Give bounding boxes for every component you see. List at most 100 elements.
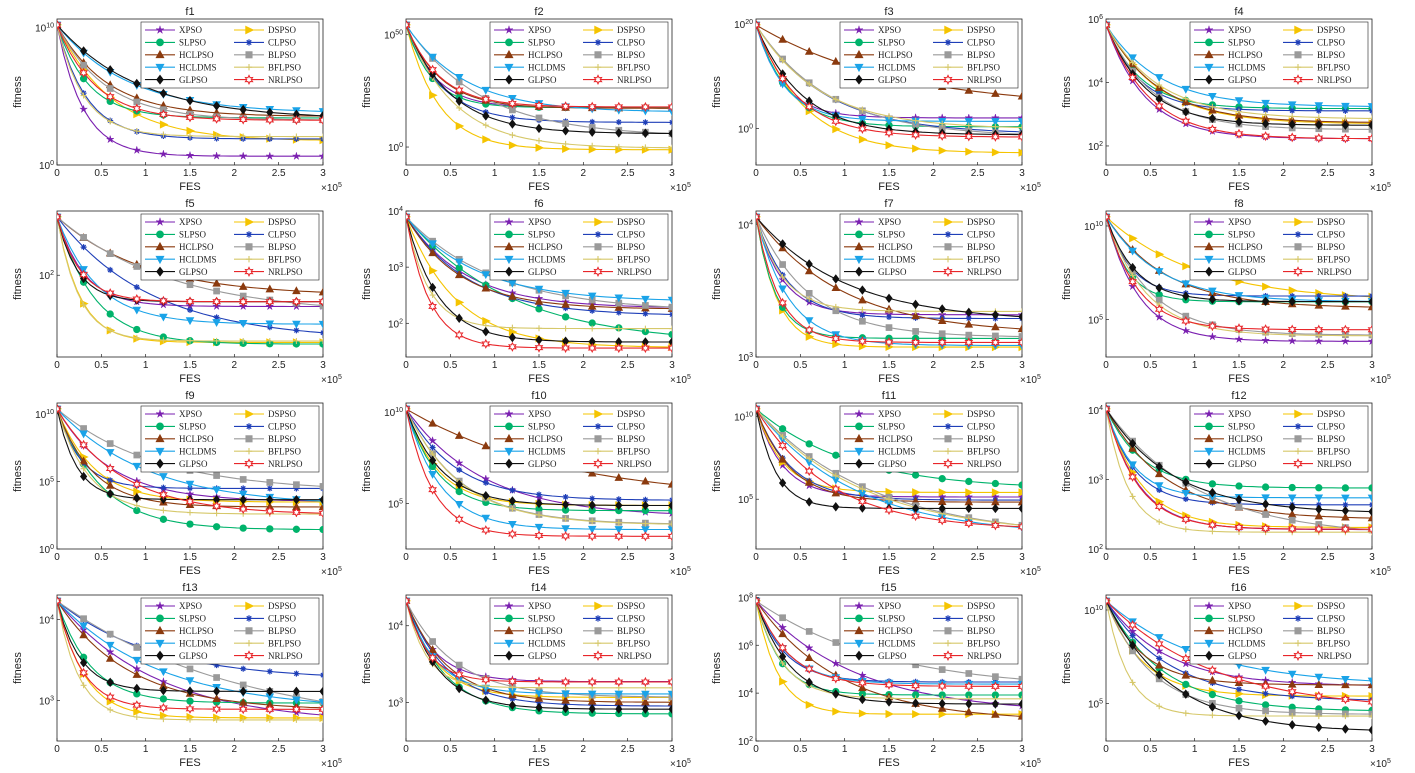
data-point [80, 425, 87, 432]
legend-entry-XPSO: XPSO [494, 24, 552, 35]
series-BFLPSO [57, 21, 323, 140]
data-point [562, 140, 569, 147]
data-point [1156, 655, 1163, 662]
legend-entry-NRLPSO: NRLPSO [583, 74, 652, 85]
data-point [105, 134, 115, 144]
legend-entry-SLPSO: SLPSO [145, 230, 207, 240]
data-point [1208, 113, 1217, 124]
data-point [456, 104, 463, 111]
data-point [884, 505, 894, 516]
data-point [212, 523, 221, 531]
data-point [587, 101, 597, 112]
data-point [832, 689, 840, 699]
legend: XPSO DSPSO SLPSO CLPSO HCLPSO BLPSO HCLDMS BFLP… [489, 21, 669, 89]
data-point [187, 716, 193, 723]
data-point [1018, 311, 1022, 322]
y-axis-label: fitness [711, 76, 723, 108]
legend-entry-HCLDMS: HCLDMS [145, 62, 217, 72]
legend-entry-HCLPSO: HCLPSO [844, 625, 913, 636]
legend-entry-NRLPSO: NRLPSO [933, 458, 1002, 469]
data-point [1367, 494, 1372, 503]
data-point [429, 638, 436, 645]
data-point [455, 298, 465, 307]
data-point [667, 108, 672, 116]
data-point [779, 433, 786, 440]
data-point [965, 147, 974, 156]
data-point [1128, 640, 1137, 651]
data-point [160, 484, 167, 491]
data-point [667, 479, 672, 488]
series-HCLDMS [756, 21, 1022, 126]
data-point [1367, 302, 1372, 311]
data-point [668, 500, 672, 511]
data-point [133, 284, 140, 291]
legend-label: HCLDMS [528, 446, 566, 456]
legend-label: SLPSO [179, 230, 207, 240]
x-tick-label: 1.5 [1232, 360, 1246, 371]
x-tick-label: 3 [320, 360, 326, 371]
y-tick-label: 100 [738, 124, 753, 136]
y-axis-label: fitness [361, 268, 373, 300]
legend-entry-BLPSO: BLPSO [933, 242, 996, 252]
data-point [508, 141, 518, 150]
data-point [832, 451, 840, 459]
data-point [107, 266, 114, 273]
legend-label: BLPSO [1317, 50, 1346, 60]
data-point [79, 104, 89, 114]
data-point [79, 430, 88, 439]
legend-label: HCLDMS [878, 62, 916, 72]
data-point [614, 343, 624, 354]
data-point [265, 704, 275, 715]
data-point [589, 495, 596, 502]
data-point [292, 296, 301, 307]
legend-entry-BFLPSO: BFLPSO [933, 254, 1001, 264]
data-point [1341, 102, 1350, 111]
data-point [859, 306, 866, 313]
data-point [938, 503, 946, 514]
legend-entry-DSPSO: DSPSO [933, 409, 996, 419]
data-point [159, 515, 168, 523]
data-point [1106, 19, 1111, 30]
legend-entry-BLPSO: BLPSO [583, 50, 646, 60]
x-tick-label: 0 [753, 744, 759, 755]
y-axis-label: fitness [1061, 652, 1073, 684]
x-tick-label: 2 [931, 552, 937, 563]
data-point [239, 524, 247, 532]
legend-label: CLPSO [967, 38, 996, 48]
legend-label: NRLPSO [1317, 75, 1352, 85]
data-point [213, 287, 220, 295]
x-axis-label: FES [179, 373, 200, 385]
legend-entry-DSPSO: DSPSO [234, 409, 297, 419]
data-point [1367, 524, 1372, 535]
data-point [534, 693, 544, 702]
series-NRLPSO [756, 211, 1022, 348]
legend: XPSO DSPSO SLPSO CLPSO HCLPSO BLPSO HCLDMS BFLP… [140, 213, 320, 281]
data-point [293, 670, 300, 677]
legend-entry-HCLPSO: HCLPSO [844, 433, 913, 444]
data-point [669, 521, 672, 528]
data-point [1156, 90, 1163, 97]
data-point [159, 120, 169, 129]
data-point [57, 19, 62, 30]
data-point [57, 403, 62, 414]
data-point [508, 521, 517, 529]
y-tick-label: 103 [1088, 474, 1103, 486]
legend-label: CLPSO [617, 230, 646, 240]
data-point [1128, 438, 1137, 449]
data-point [615, 119, 622, 126]
data-point [266, 686, 274, 697]
legend-label: BFLPSO [268, 446, 302, 456]
data-point [133, 683, 141, 694]
data-point [292, 696, 301, 705]
y-axis-label: fitness [1061, 460, 1073, 492]
data-point [831, 483, 841, 494]
x-tick-label: 2.5 [621, 168, 635, 179]
y-tick-label: 104 [388, 621, 403, 633]
legend-entry-DSPSO: DSPSO [933, 217, 996, 227]
data-point [79, 439, 88, 450]
legend-label: BFLPSO [617, 254, 651, 264]
data-point [185, 677, 195, 686]
legend-entry-HCLDMS: HCLDMS [1194, 254, 1266, 264]
data-point [320, 133, 323, 140]
data-point [481, 283, 491, 292]
